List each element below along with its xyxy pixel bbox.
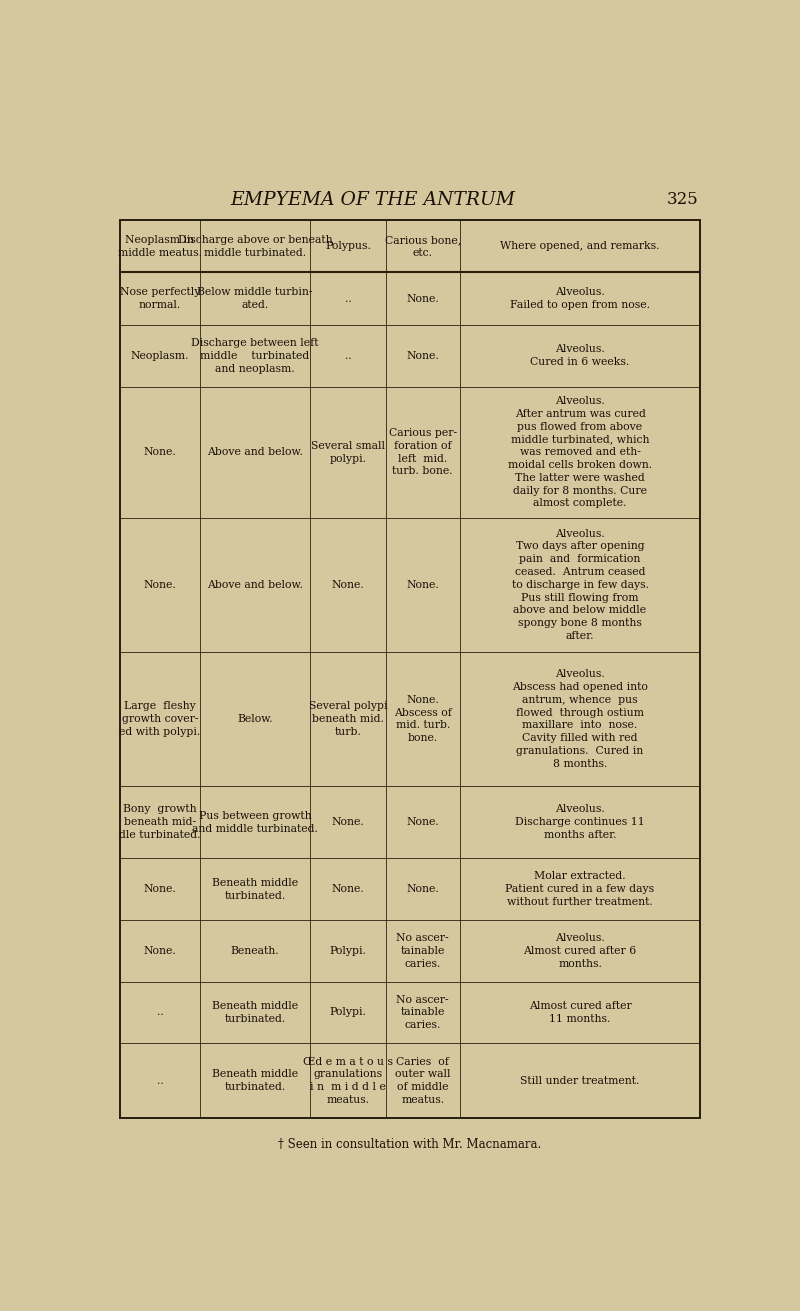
Text: Alveolus.
Abscess had opened into
antrum, whence  pus
flowed  through ostium
max: Alveolus. Abscess had opened into antrum… (512, 669, 648, 768)
Text: Beneath.: Beneath. (230, 945, 279, 956)
Text: Polypus.: Polypus. (325, 241, 371, 252)
Text: None.: None. (331, 579, 364, 590)
Text: 325: 325 (666, 191, 698, 208)
Text: Pus between growth
and middle turbinated.: Pus between growth and middle turbinated… (192, 810, 318, 834)
Text: None.
Abscess of
mid. turb.
bone.: None. Abscess of mid. turb. bone. (394, 695, 452, 743)
Text: ..: .. (345, 294, 351, 304)
Text: Beneath middle
turbinated.: Beneath middle turbinated. (212, 1002, 298, 1024)
Text: Polypi.: Polypi. (330, 945, 366, 956)
Text: Discharge above or beneath
middle turbinated.: Discharge above or beneath middle turbin… (178, 235, 332, 257)
Text: None.: None. (143, 884, 176, 894)
Text: Alveolus.
Discharge continues 11
months after.: Alveolus. Discharge continues 11 months … (515, 805, 645, 840)
Text: Beneath middle
turbinated.: Beneath middle turbinated. (212, 1070, 298, 1092)
Text: Below middle turbin-
ated.: Below middle turbin- ated. (198, 287, 313, 311)
Text: Molar extracted.
Patient cured in a few days
without further treatment.: Molar extracted. Patient cured in a few … (506, 872, 654, 907)
Text: Neoplasm in
middle meatus.: Neoplasm in middle meatus. (118, 235, 202, 257)
Text: Alveolus.
After antrum was cured
pus flowed from above
middle turbinated, which
: Alveolus. After antrum was cured pus flo… (508, 396, 652, 509)
Text: Caries  of
outer wall
of middle
meatus.: Caries of outer wall of middle meatus. (395, 1057, 450, 1105)
Text: Carious bone,
etc.: Carious bone, etc. (385, 235, 461, 257)
Text: None.: None. (406, 884, 439, 894)
Text: Beneath middle
turbinated.: Beneath middle turbinated. (212, 878, 298, 901)
Text: Large  fleshy
growth cover-
ed with polypi.: Large fleshy growth cover- ed with polyp… (119, 701, 201, 737)
Text: None.: None. (406, 294, 439, 304)
Text: Several polypi
beneath mid.
turb.: Several polypi beneath mid. turb. (309, 701, 387, 737)
Text: Alveolus.
Cured in 6 weeks.: Alveolus. Cured in 6 weeks. (530, 345, 630, 367)
Text: None.: None. (143, 579, 176, 590)
Text: ..: .. (345, 351, 351, 361)
Text: None.: None. (406, 351, 439, 361)
Text: Above and below.: Above and below. (207, 579, 303, 590)
Text: EMPYEMA OF THE ANTRUM: EMPYEMA OF THE ANTRUM (230, 190, 515, 208)
Text: Alveolus.
Almost cured after 6
months.: Alveolus. Almost cured after 6 months. (523, 933, 637, 969)
Text: Still under treatment.: Still under treatment. (520, 1076, 640, 1086)
Text: Almost cured after
11 months.: Almost cured after 11 months. (529, 1002, 631, 1024)
Text: ..: .. (157, 1007, 163, 1017)
Text: None.: None. (406, 579, 439, 590)
Text: Alveolus.
Two days after opening
pain  and  formication
ceased.  Antrum ceased
t: Alveolus. Two days after opening pain an… (511, 528, 649, 641)
Text: Carious per-
foration of
left  mid.
turb. bone.: Carious per- foration of left mid. turb.… (389, 427, 457, 476)
Text: Neoplasm.: Neoplasm. (130, 351, 189, 361)
Text: None.: None. (143, 447, 176, 458)
Text: † Seen in consultation with Mr. Macnamara.: † Seen in consultation with Mr. Macnamar… (278, 1138, 542, 1151)
Text: Discharge between left
middle    turbinated
and neoplasm.: Discharge between left middle turbinated… (191, 338, 319, 374)
Text: Polypi.: Polypi. (330, 1007, 366, 1017)
Text: Several small
polypi.: Several small polypi. (311, 440, 385, 464)
Text: None.: None. (143, 945, 176, 956)
Text: None.: None. (331, 884, 364, 894)
Text: Nose perfectly
normal.: Nose perfectly normal. (120, 287, 200, 311)
Bar (120, 220, 700, 1118)
Text: Below.: Below. (238, 714, 273, 724)
Text: None.: None. (406, 817, 439, 827)
Text: Bony  growth
beneath mid-
dle turbinated.: Bony growth beneath mid- dle turbinated. (119, 805, 201, 840)
Text: None.: None. (331, 817, 364, 827)
Text: Alveolus.
Failed to open from nose.: Alveolus. Failed to open from nose. (510, 287, 650, 311)
Text: Above and below.: Above and below. (207, 447, 303, 458)
Text: Where opened, and remarks.: Where opened, and remarks. (500, 241, 660, 252)
Text: ..: .. (157, 1076, 163, 1086)
Text: No ascer-
tainable
caries.: No ascer- tainable caries. (397, 995, 449, 1030)
Text: No ascer-
tainable
caries.: No ascer- tainable caries. (397, 933, 449, 969)
Text: Œd e m a t o u s
granulations
i n  m i d d l e
meatus.: Œd e m a t o u s granulations i n m i d … (303, 1057, 393, 1105)
